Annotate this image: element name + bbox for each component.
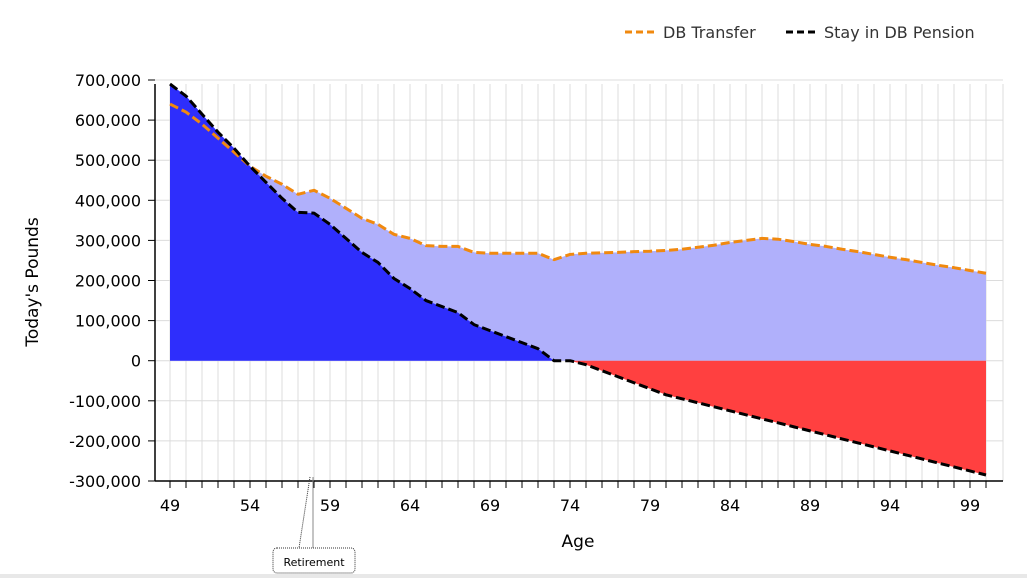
y-tick-label: 500,000 xyxy=(75,151,141,170)
y-tick-label: 700,000 xyxy=(75,71,141,90)
x-tick-label: 64 xyxy=(400,496,420,515)
annotation-pointer-dotted xyxy=(298,476,311,549)
axes: -300,000 -200,000 -100,000 0 100,000 200,000 3… xyxy=(69,71,1003,515)
x-tick-label: 94 xyxy=(880,496,900,515)
area-stay-negative xyxy=(170,360,986,475)
area-stay-positive xyxy=(170,84,986,361)
legend: DB Transfer Stay in DB Pension xyxy=(625,23,975,42)
areas xyxy=(170,84,986,475)
y-tick-label: -300,000 xyxy=(69,472,141,491)
x-tick-label: 54 xyxy=(240,496,260,515)
y-axis-label: Today's Pounds xyxy=(23,217,43,347)
series-lines xyxy=(169,82,987,477)
x-tick-label: 74 xyxy=(560,496,580,515)
y-tick-label: -100,000 xyxy=(69,392,141,411)
line-db-transfer xyxy=(169,102,987,275)
legend-label-stay-in-db: Stay in DB Pension xyxy=(824,23,975,42)
legend-label-db-transfer: DB Transfer xyxy=(663,23,756,42)
retirement-annotation: Retirement xyxy=(272,476,356,574)
annotation-label: Retirement xyxy=(283,556,345,569)
line-stay-in-db-pension xyxy=(169,82,987,477)
x-tick-label: 84 xyxy=(720,496,740,515)
x-tick-label: 49 xyxy=(160,496,180,515)
x-tick-label: 69 xyxy=(480,496,500,515)
bottom-border xyxy=(0,574,1027,578)
y-tick-label: -200,000 xyxy=(69,432,141,451)
y-tick-label: 0 xyxy=(131,352,141,371)
y-tick-label: 600,000 xyxy=(75,111,141,130)
y-tick-label: 400,000 xyxy=(75,191,141,210)
x-tick-label: 99 xyxy=(960,496,980,515)
x-tick-label: 79 xyxy=(640,496,660,515)
y-tick-label: 200,000 xyxy=(75,272,141,291)
y-tick-label: 300,000 xyxy=(75,231,141,250)
x-tick-label: 89 xyxy=(800,496,820,515)
x-tick-label: 59 xyxy=(320,496,340,515)
x-axis-label: Age xyxy=(562,532,595,552)
y-tick-label: 100,000 xyxy=(75,312,141,331)
annotation-box xyxy=(272,547,356,574)
